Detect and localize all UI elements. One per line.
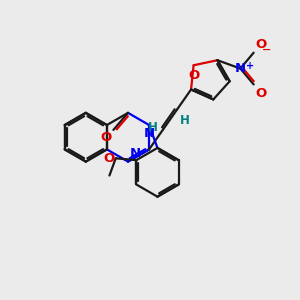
Text: O: O [188, 69, 199, 82]
Text: O: O [101, 131, 112, 144]
Text: O: O [103, 152, 114, 165]
Text: O: O [255, 87, 266, 101]
Text: N: N [235, 62, 246, 75]
Text: +: + [246, 61, 254, 70]
Text: H: H [148, 121, 158, 134]
Text: N: N [144, 127, 155, 140]
Text: O: O [255, 38, 266, 51]
Text: N: N [130, 147, 141, 160]
Text: −: − [262, 45, 272, 55]
Text: H: H [180, 114, 190, 127]
